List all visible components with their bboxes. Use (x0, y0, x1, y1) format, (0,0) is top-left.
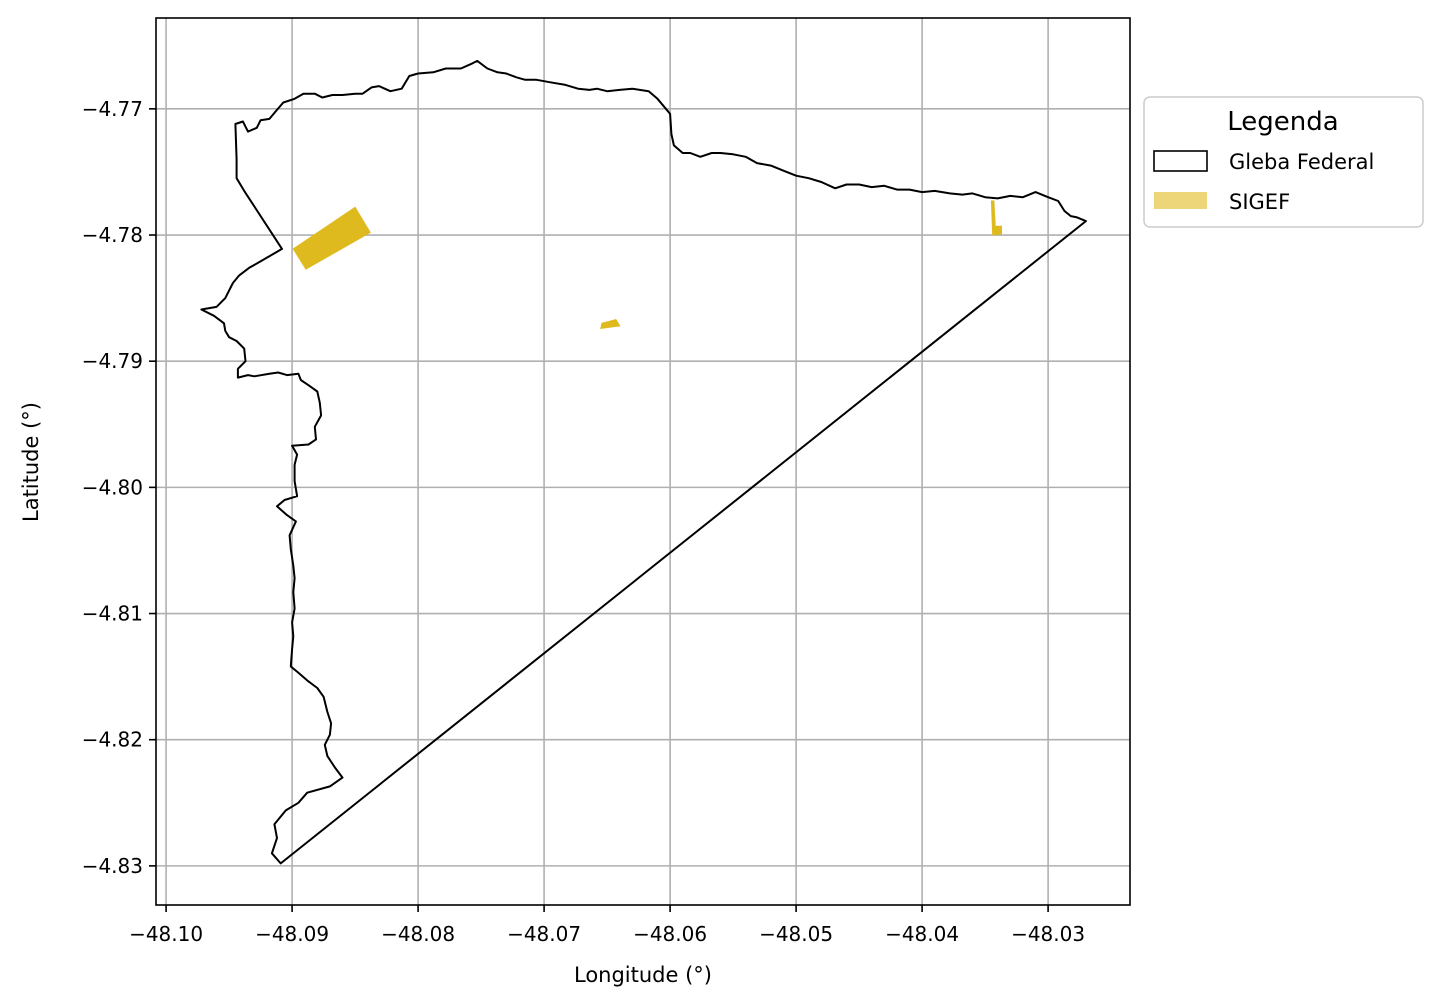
grid-lines (156, 18, 1130, 905)
y-tick-label-5: −4.82 (82, 728, 143, 752)
legend-swatch-sigef (1154, 192, 1207, 209)
x-tick-label-1: −48.09 (255, 922, 329, 946)
y-tick-label-3: −4.80 (82, 475, 143, 499)
axis-ticks: −48.10 −48.09 −48.08 −48.07 −48.06 −48.05 −48.… (82, 97, 1085, 946)
sigef-parcel-3 (990, 200, 1002, 236)
x-tick-label-6: −48.04 (885, 922, 959, 946)
x-tick-label-2: −48.08 (381, 922, 455, 946)
map-layers (200, 59, 1087, 865)
x-tick-label-3: −48.07 (507, 922, 581, 946)
sigef-parcel-2 (600, 319, 621, 329)
y-tick-label-4: −4.81 (82, 602, 143, 626)
legend-title: Legenda (1227, 107, 1338, 137)
x-tick-label-0: −48.10 (129, 922, 203, 946)
legend-label-gleba-federal: Gleba Federal (1229, 150, 1374, 174)
y-tick-label-2: −4.79 (82, 349, 143, 373)
x-tick-label-4: −48.06 (633, 922, 707, 946)
legend-swatch-gleba-federal (1153, 150, 1208, 172)
legend-label-sigef: SIGEF (1229, 190, 1290, 214)
y-axis-label: Latitude (°) (19, 402, 43, 522)
y-tick-label-0: −4.77 (82, 97, 143, 121)
x-tick-label-7: −48.03 (1011, 922, 1085, 946)
y-tick-label-6: −4.83 (82, 854, 143, 878)
legend: Legenda Gleba Federal SIGEF (1143, 96, 1424, 228)
sigef-parcel-1 (292, 206, 371, 270)
gleba-federal-boundary (200, 59, 1087, 865)
x-tick-label-5: −48.05 (759, 922, 833, 946)
x-axis-label: Longitude (°) (574, 963, 712, 987)
y-tick-label-1: −4.78 (82, 223, 143, 247)
plot-frame (155, 17, 1131, 906)
legend-box (1143, 96, 1424, 228)
